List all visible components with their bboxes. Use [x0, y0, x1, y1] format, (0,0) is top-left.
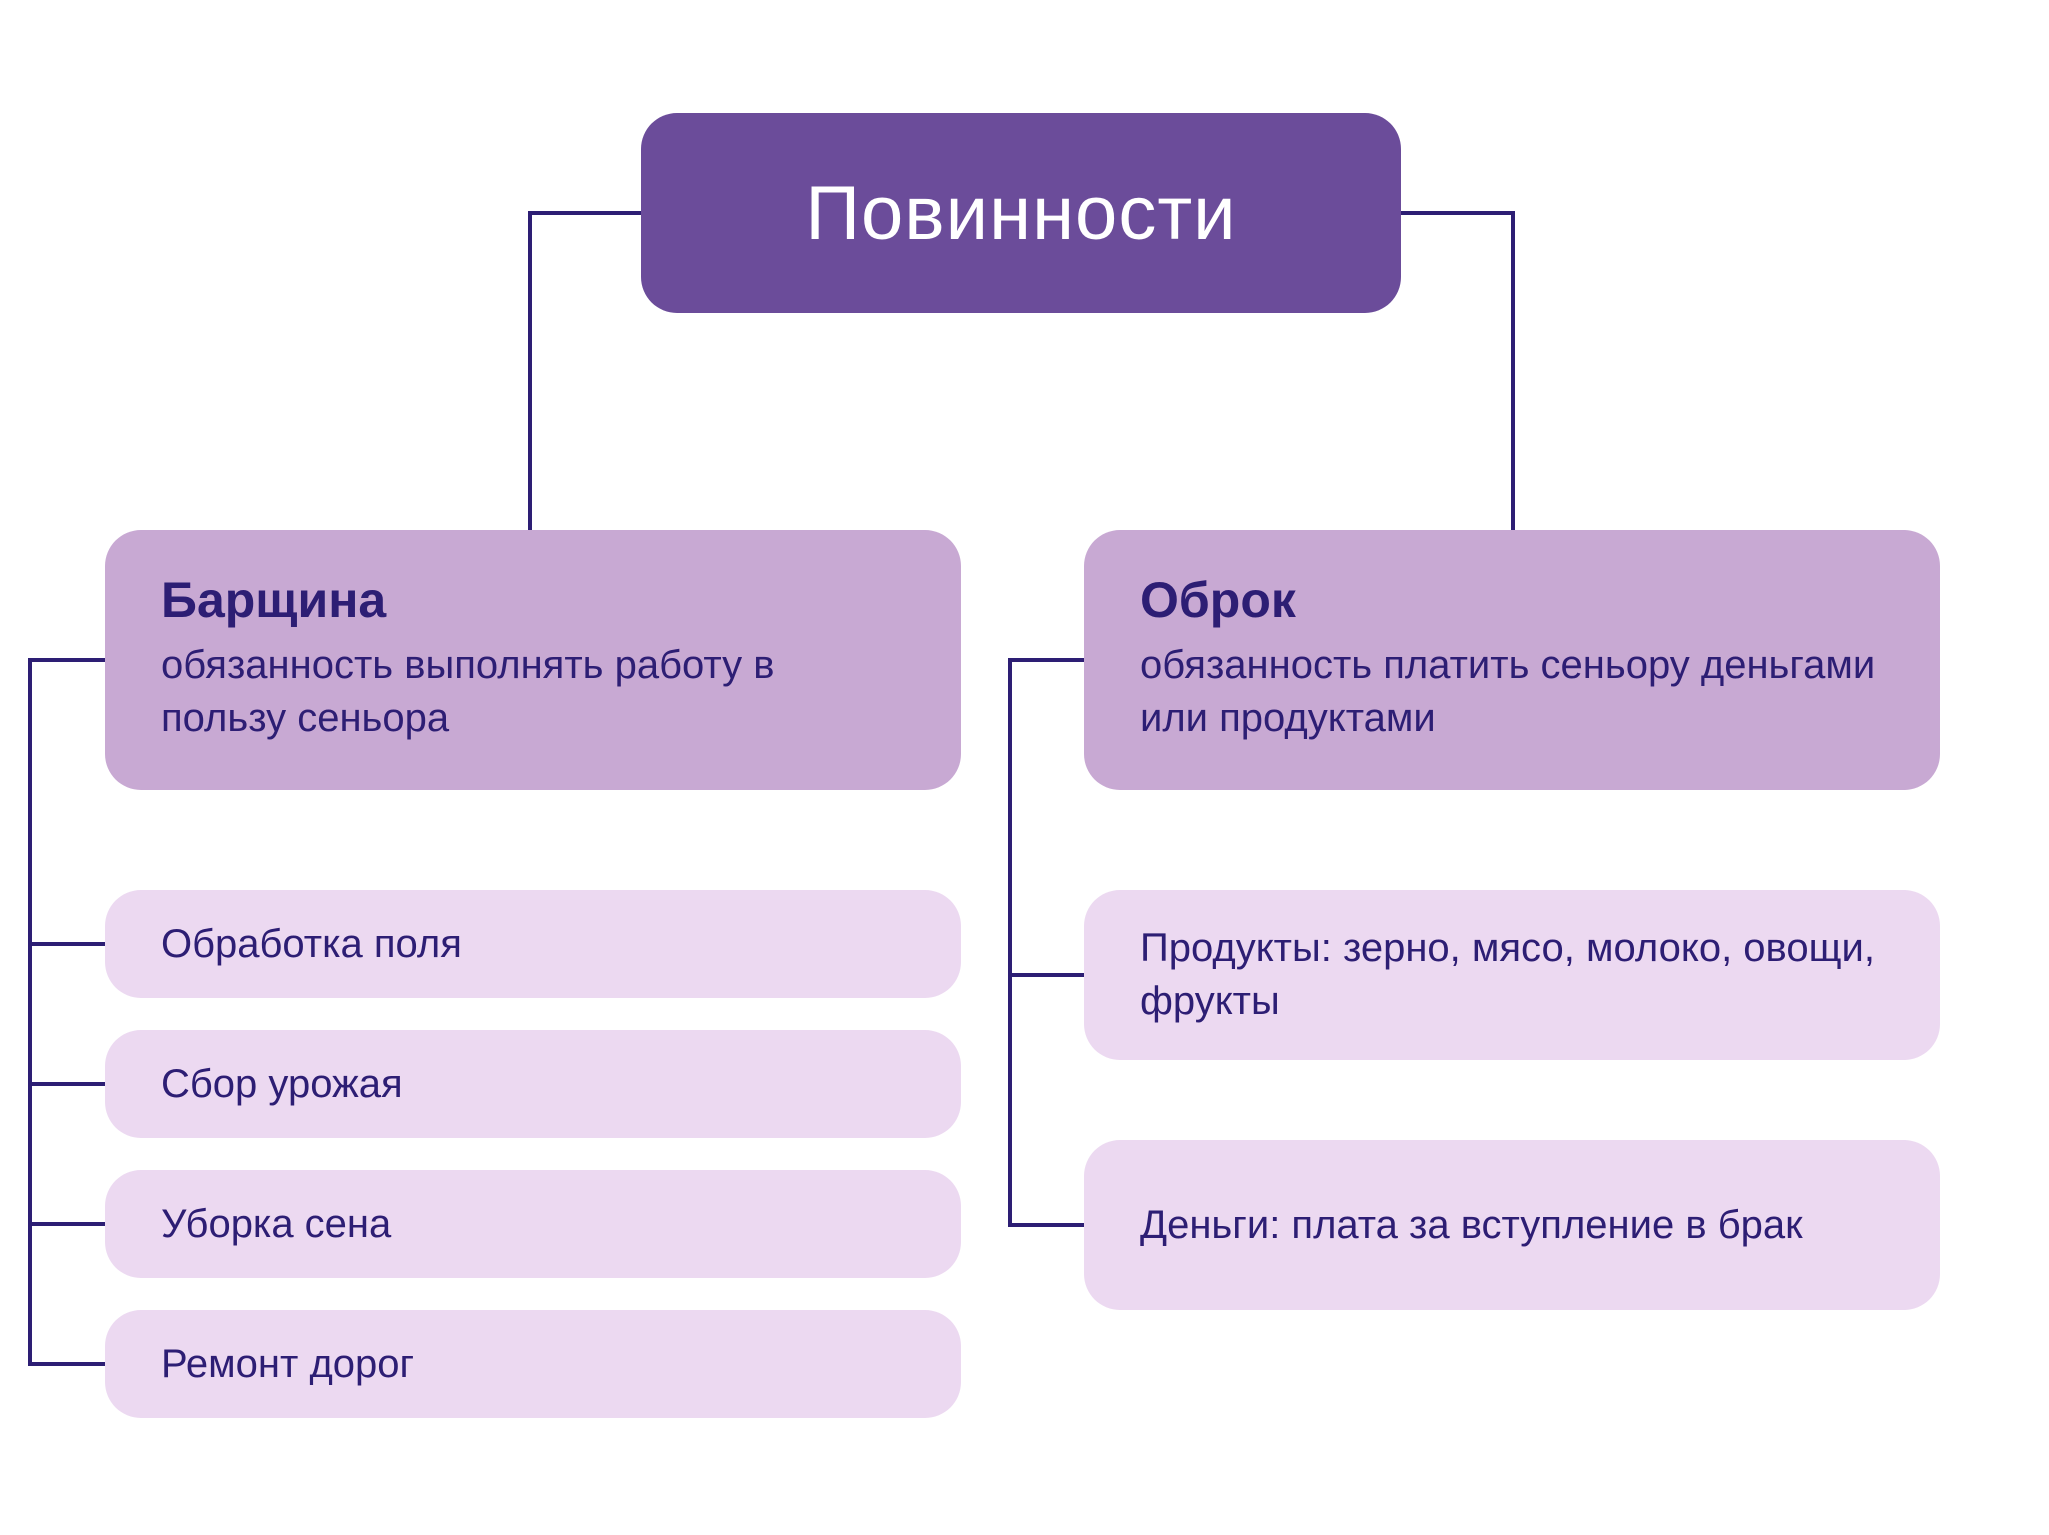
right-item-1: Деньги: плата за вступление в брак	[1084, 1140, 1940, 1310]
item-label: Уборка сена	[161, 1198, 391, 1251]
category-desc: обязанность платить сеньору деньгами или…	[1140, 639, 1884, 745]
category-node-0: Барщина обязанность выполнять работу в п…	[105, 530, 961, 790]
left-item-1: Сбор урожая	[105, 1030, 961, 1138]
item-label: Обработка поля	[161, 918, 462, 971]
right-item-0: Продукты: зерно, мясо, молоко, овощи, фр…	[1084, 890, 1940, 1060]
category-title: Оброк	[1140, 571, 1884, 629]
item-label: Ремонт дорог	[161, 1338, 414, 1391]
item-label: Деньги: плата за вступление в брак	[1140, 1199, 1803, 1252]
category-desc: обязанность выполнять работу в пользу се…	[161, 639, 905, 745]
item-label: Сбор урожая	[161, 1058, 403, 1111]
category-node-1: Оброк обязанность платить сеньору деньга…	[1084, 530, 1940, 790]
category-title: Барщина	[161, 571, 905, 629]
item-label: Продукты: зерно, мясо, молоко, овощи, фр…	[1140, 922, 1884, 1028]
root-label: Повинности	[805, 170, 1236, 257]
diagram-canvas: Повинности Барщина обязанность выполнять…	[0, 0, 2049, 1535]
left-item-3: Ремонт дорог	[105, 1310, 961, 1418]
left-item-0: Обработка поля	[105, 890, 961, 998]
root-node: Повинности	[641, 113, 1401, 313]
left-item-2: Уборка сена	[105, 1170, 961, 1278]
